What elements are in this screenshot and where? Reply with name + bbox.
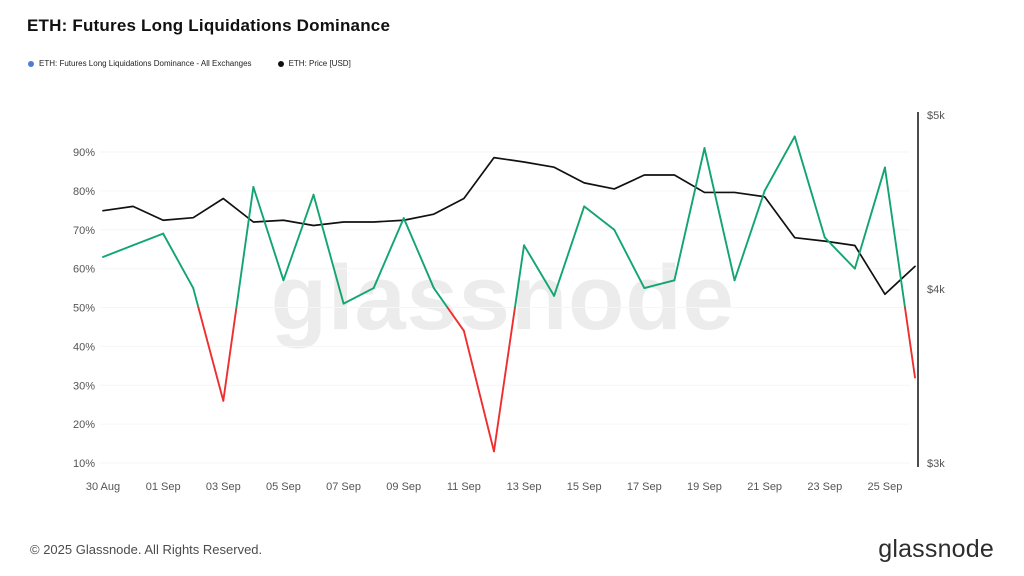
- dominance-line-segment: [493, 306, 516, 453]
- x-axis-tick-label: 19 Sep: [687, 481, 722, 493]
- dominance-line-segment: [523, 244, 556, 297]
- dominance-line-segment: [613, 228, 646, 290]
- right-axis-tick-label: $3k: [927, 458, 945, 470]
- dominance-line-segment: [883, 166, 906, 309]
- x-axis-tick-label: 03 Sep: [206, 481, 241, 493]
- dominance-line-segment: [733, 189, 766, 282]
- dominance-line-segment: [643, 279, 676, 290]
- dominance-line-segment: [102, 244, 135, 258]
- dominance-line-segment: [793, 135, 826, 239]
- x-axis-tick-label: 01 Sep: [146, 481, 181, 493]
- x-axis-tick-label: 09 Sep: [386, 481, 421, 493]
- watermark: glassnode: [270, 247, 735, 349]
- right-axis-tick-label: $5k: [927, 110, 945, 122]
- left-axis-tick-label: 40%: [73, 341, 95, 353]
- legend-item[interactable]: ETH: Price [USD]: [277, 59, 351, 68]
- dominance-line-segment: [763, 135, 796, 192]
- legend-label: ETH: Price [USD]: [288, 59, 351, 68]
- dominance-line-segment: [132, 232, 165, 247]
- footer-copyright: © 2025 Glassnode. All Rights Reserved.: [30, 542, 263, 557]
- left-axis-tick-label: 90%: [73, 147, 95, 159]
- dominance-line-segment: [462, 329, 495, 453]
- dominance-line-segment: [823, 236, 856, 270]
- dominance-line-segment: [853, 166, 886, 270]
- legend-item[interactable]: ETH: Futures Long Liquidations Dominance…: [28, 59, 252, 68]
- legend-dot: [277, 60, 284, 67]
- x-axis-tick-label: 13 Sep: [507, 481, 542, 493]
- left-axis-tick-label: 70%: [73, 225, 95, 237]
- left-axis-tick-label: 30%: [73, 380, 95, 392]
- dominance-line-segment: [583, 205, 616, 231]
- x-axis-tick-label: 21 Sep: [747, 481, 782, 493]
- dominance-line-segment: [514, 244, 525, 309]
- dominance-line-segment: [673, 147, 706, 282]
- dominance-line-segment: [446, 306, 465, 332]
- footer: © 2025 Glassnode. All Rights Reserved. g…: [0, 535, 1024, 564]
- left-axis-tick-label: 60%: [73, 264, 95, 276]
- legend-label: ETH: Futures Long Liquidations Dominance…: [39, 59, 252, 68]
- legend-dot: [28, 60, 34, 67]
- left-axis-tick-label: 80%: [73, 186, 95, 198]
- x-axis-tick-label: 07 Sep: [326, 481, 361, 493]
- left-axis-tick-label: 20%: [73, 419, 95, 431]
- dominance-line-segment: [162, 232, 195, 290]
- left-axis-tick-label: 10%: [73, 458, 95, 470]
- dominance-line-segment: [222, 306, 238, 402]
- x-axis-tick-label: 11 Sep: [447, 481, 481, 493]
- dominance-line-segment: [192, 287, 200, 309]
- left-axis-tick-label: 50%: [73, 303, 95, 315]
- x-axis-tick-label: 23 Sep: [807, 481, 842, 493]
- dominance-line-segment: [553, 205, 586, 297]
- dominance-line-segment: [312, 193, 345, 305]
- page-title: ETH: Futures Long Liquidations Dominance: [27, 16, 391, 35]
- price-line: [102, 156, 916, 296]
- right-axis-tick-label: $4k: [927, 284, 945, 296]
- x-axis-tick-label: 15 Sep: [567, 481, 602, 493]
- legend: ETH: Futures Long Liquidations Dominance…: [28, 59, 351, 68]
- x-axis-tick-label: 05 Sep: [266, 481, 301, 493]
- x-axis-tick-label: 30 Aug: [86, 481, 120, 493]
- dominance-line-segment: [282, 193, 315, 282]
- dominance-line-segment: [904, 306, 916, 379]
- dominance-line-segment: [252, 186, 285, 282]
- x-axis-tick-label: 25 Sep: [867, 481, 902, 493]
- x-axis-tick-label: 17 Sep: [627, 481, 662, 493]
- dominance-line-segment: [402, 217, 435, 290]
- dominance-line-segment: [197, 306, 225, 402]
- dominance-line-segment: [432, 287, 449, 309]
- dominance-line-segment: [235, 186, 255, 309]
- dominance-line-segment: [342, 287, 375, 305]
- dominance-line-segment: [372, 217, 405, 290]
- glassnode-logo: glassnode: [878, 535, 994, 563]
- dominance-line-segment: [703, 147, 736, 282]
